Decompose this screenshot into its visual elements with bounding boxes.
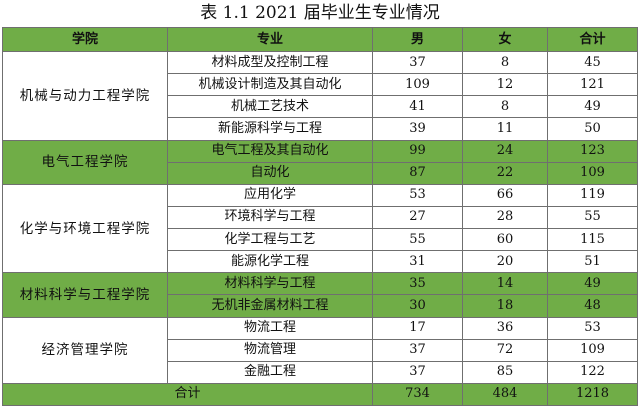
female-count-cell: 20 bbox=[462, 250, 548, 274]
header-total: 合计 bbox=[547, 27, 638, 52]
major-cell: 电气工程及其自动化 bbox=[167, 139, 373, 163]
female-count-cell: 8 bbox=[462, 50, 548, 75]
total-count-cell: 49 bbox=[547, 95, 638, 119]
total-male: 734 bbox=[372, 382, 463, 407]
male-count-cell: 55 bbox=[372, 227, 463, 252]
table-row: 材料科学与工程学院 材料科学与工程 35 14 49 bbox=[2, 272, 638, 318]
female-count-cell: 72 bbox=[462, 338, 548, 362]
total-count-cell: 50 bbox=[547, 117, 638, 141]
major-cell: 金融工程 bbox=[167, 360, 373, 384]
table-title: 表 1.1 2021 届毕业生专业情况 bbox=[200, 3, 440, 23]
total-count-cell: 48 bbox=[547, 294, 638, 318]
major-cell: 机械设计制造及其自动化 bbox=[167, 73, 373, 97]
male-count-cell: 99 bbox=[372, 139, 463, 163]
table-row: 物流管理 37 72 109 bbox=[3, 338, 638, 362]
total-count-cell: 55 bbox=[547, 205, 638, 230]
total-female: 484 bbox=[462, 382, 548, 407]
male-count-cell: 53 bbox=[372, 183, 463, 207]
female-count-cell: 18 bbox=[462, 294, 548, 318]
total-count-cell: 45 bbox=[547, 50, 638, 75]
male-count-cell: 27 bbox=[372, 205, 463, 230]
major-cell: 材料成型及控制工程 bbox=[167, 50, 373, 75]
header-male: 男 bbox=[372, 27, 463, 52]
major-cell: 新能源科学与工程 bbox=[167, 117, 373, 141]
major-cell: 机械工艺技术 bbox=[167, 95, 373, 119]
male-count-cell: 87 bbox=[372, 161, 463, 185]
female-count-cell: 12 bbox=[462, 73, 548, 97]
total-count-cell: 119 bbox=[547, 183, 638, 207]
major-cell: 环境科学与工程 bbox=[167, 205, 373, 230]
male-count-cell: 37 bbox=[372, 50, 463, 75]
total-count-cell: 51 bbox=[547, 250, 638, 274]
table-body: 机械与动力工程学院 材料成型及控制工程 37 8 45 机械设计制造及其自动化 109 12 1… bbox=[2, 50, 638, 407]
major-cell: 无机非金属材料工程 bbox=[167, 294, 373, 318]
female-count-cell: 66 bbox=[462, 183, 548, 207]
female-count-cell: 60 bbox=[462, 227, 548, 252]
total-count-cell: 115 bbox=[547, 227, 638, 252]
male-count-cell: 31 bbox=[372, 250, 463, 274]
header-female: 女 bbox=[462, 27, 548, 52]
table-row: 化学与环境工程学院 应用化学 53 66 119 bbox=[2, 183, 638, 274]
header-college: 学院 bbox=[2, 27, 168, 52]
total-count-cell: 122 bbox=[547, 360, 638, 384]
major-cell: 能源化学工程 bbox=[167, 250, 373, 274]
female-count-cell: 24 bbox=[462, 139, 548, 163]
major-cell: 化学工程与工艺 bbox=[167, 227, 373, 252]
female-count-cell: 85 bbox=[462, 360, 548, 384]
female-count-cell: 28 bbox=[462, 205, 548, 230]
college-cell: 化学与环境工程学院 bbox=[2, 183, 168, 274]
male-count-cell: 109 bbox=[372, 73, 463, 97]
table-row: 金融工程 37 85 122 bbox=[3, 360, 638, 384]
male-count-cell: 30 bbox=[372, 294, 463, 318]
total-row: 合计 734 484 1218 bbox=[2, 382, 638, 407]
major-cell: 自动化 bbox=[167, 161, 373, 185]
male-count-cell: 17 bbox=[372, 316, 463, 340]
total-count-cell: 109 bbox=[547, 338, 638, 362]
college-cell: 经济管理学院 bbox=[2, 316, 168, 384]
college-cell: 机械与动力工程学院 bbox=[2, 51, 168, 141]
female-count-cell: 11 bbox=[462, 117, 548, 141]
male-count-cell: 41 bbox=[372, 95, 463, 119]
female-count-cell: 8 bbox=[462, 95, 548, 119]
total-label: 合计 bbox=[2, 382, 373, 407]
table-row: 电气工程学院 电气工程及其自动化 99 24 123 bbox=[2, 139, 638, 185]
male-count-cell: 37 bbox=[372, 338, 463, 362]
college-cell: 材料科学与工程学院 bbox=[2, 272, 168, 318]
female-count-cell: 22 bbox=[462, 161, 548, 185]
header-major: 专业 bbox=[167, 27, 373, 52]
major-cell: 应用化学 bbox=[167, 183, 373, 207]
total-sum: 1218 bbox=[547, 382, 638, 407]
table-row: 机械工艺技术 41 8 49 bbox=[3, 95, 638, 119]
major-cell: 材料科学与工程 bbox=[167, 272, 373, 296]
header-row: 学院 专业 男 女 合计 bbox=[2, 27, 638, 52]
major-cell: 物流工程 bbox=[167, 316, 373, 340]
total-count-cell: 109 bbox=[547, 161, 638, 185]
female-count-cell: 14 bbox=[462, 272, 548, 296]
college-cell: 电气工程学院 bbox=[2, 139, 168, 185]
table-row: 能源化学工程 31 20 51 bbox=[3, 250, 638, 274]
table-row: 化学工程与工艺 55 60 115 bbox=[3, 227, 638, 252]
male-count-cell: 35 bbox=[372, 272, 463, 296]
total-count-cell: 121 bbox=[547, 73, 638, 97]
table-row: 自动化 87 22 109 bbox=[3, 161, 638, 185]
male-count-cell: 37 bbox=[372, 360, 463, 384]
graduates-table: 学院 专业 男 女 合计 机械与动力工程学院 材料成型及控制工程 37 8 45 机械设计… bbox=[2, 27, 638, 407]
table-row: 经济管理学院 物流工程 17 36 53 bbox=[2, 316, 638, 384]
total-count-cell: 49 bbox=[547, 272, 638, 296]
table-row: 新能源科学与工程 39 11 50 bbox=[3, 117, 638, 141]
major-cell: 物流管理 bbox=[167, 338, 373, 362]
total-count-cell: 123 bbox=[547, 139, 638, 163]
male-count-cell: 39 bbox=[372, 117, 463, 141]
total-count-cell: 53 bbox=[547, 316, 638, 340]
table-row: 机械与动力工程学院 材料成型及控制工程 37 8 45 bbox=[2, 50, 638, 141]
female-count-cell: 36 bbox=[462, 316, 548, 340]
